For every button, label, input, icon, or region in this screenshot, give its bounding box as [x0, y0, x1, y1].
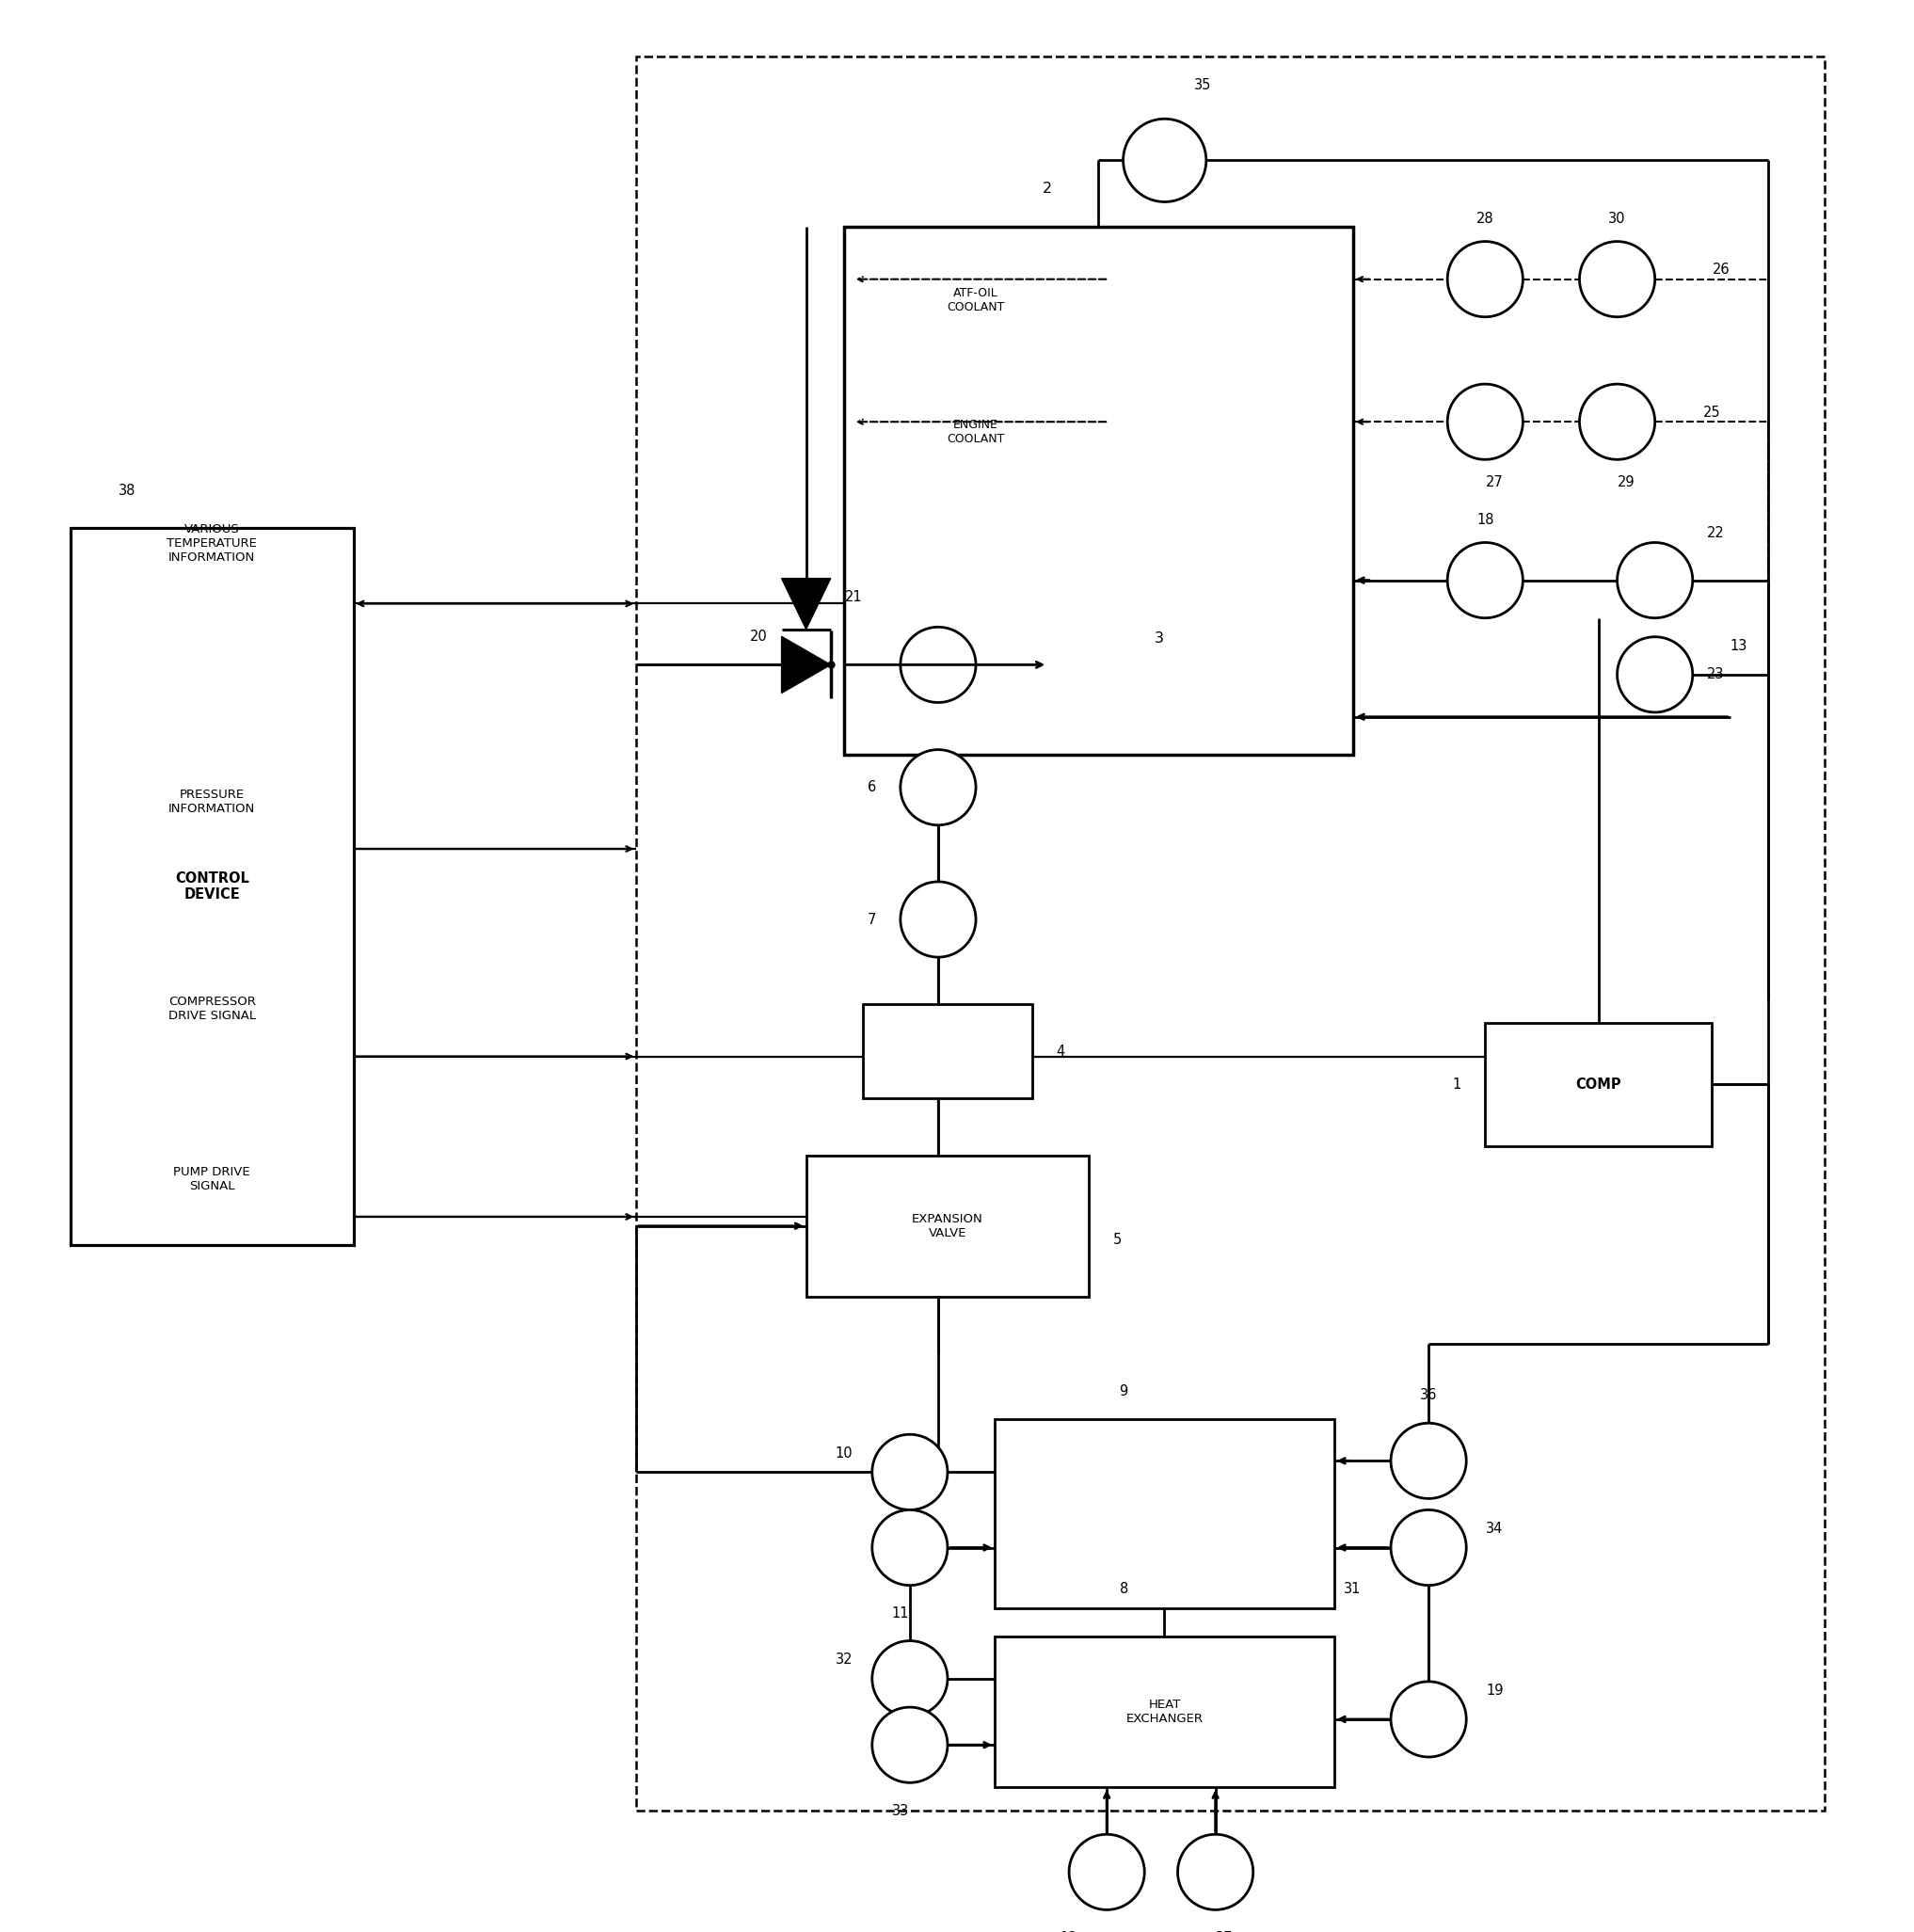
Text: 18: 18	[1476, 512, 1493, 527]
Text: EXPANSION
VALVE: EXPANSION VALVE	[911, 1213, 984, 1238]
Text: COMP: COMP	[1575, 1078, 1621, 1092]
Text: 20: 20	[750, 630, 768, 643]
Bar	[635, 56, 1824, 1810]
Circle shape	[1447, 384, 1524, 460]
Text: ENGINE
COOLANT: ENGINE COOLANT	[947, 419, 1005, 446]
Bar	[806, 1155, 1089, 1296]
Text: 9: 9	[1120, 1383, 1127, 1399]
Circle shape	[1391, 1681, 1466, 1756]
Text: 2: 2	[1043, 182, 1053, 195]
Text: 27: 27	[1485, 475, 1502, 489]
Text: VARIOUS
TEMPERATURE
INFORMATION: VARIOUS TEMPERATURE INFORMATION	[167, 524, 256, 564]
Polygon shape	[781, 578, 831, 630]
Bar	[995, 1420, 1334, 1607]
Circle shape	[1124, 120, 1206, 201]
Circle shape	[1617, 543, 1692, 618]
Text: 29: 29	[1617, 475, 1635, 489]
Text: 11: 11	[892, 1607, 909, 1621]
Circle shape	[1579, 384, 1656, 460]
Circle shape	[873, 1640, 947, 1716]
Text: 35: 35	[1194, 77, 1212, 93]
Circle shape	[1177, 1833, 1254, 1911]
Circle shape	[873, 1708, 947, 1783]
Circle shape	[1617, 638, 1692, 713]
Text: ATF-OIL
COOLANT: ATF-OIL COOLANT	[947, 288, 1005, 313]
Text: 10: 10	[835, 1447, 852, 1461]
Text: 5: 5	[1112, 1233, 1122, 1248]
Text: 21: 21	[844, 589, 861, 605]
Text: 26: 26	[1713, 263, 1730, 276]
Bar	[995, 1636, 1334, 1787]
Text: 33: 33	[892, 1804, 909, 1818]
Circle shape	[900, 628, 976, 703]
Circle shape	[1579, 242, 1656, 317]
Text: 36: 36	[1420, 1387, 1437, 1403]
Circle shape	[1070, 1833, 1145, 1911]
Bar	[863, 1005, 1032, 1099]
Text: 13: 13	[1730, 639, 1747, 653]
Circle shape	[1391, 1424, 1466, 1499]
Text: 3: 3	[1154, 632, 1164, 645]
Text: 31: 31	[1344, 1582, 1361, 1596]
Text: 34: 34	[1485, 1522, 1502, 1536]
Text: 4: 4	[1057, 1045, 1064, 1059]
Text: COMPRESSOR
DRIVE SIGNAL: COMPRESSOR DRIVE SIGNAL	[168, 997, 256, 1022]
Text: 28: 28	[1476, 213, 1495, 226]
Text: 1: 1	[1453, 1078, 1460, 1092]
Circle shape	[1447, 242, 1524, 317]
Circle shape	[1447, 543, 1524, 618]
Circle shape	[873, 1434, 947, 1511]
Text: PUMP DRIVE
SIGNAL: PUMP DRIVE SIGNAL	[174, 1165, 251, 1192]
Circle shape	[900, 881, 976, 956]
Text: 8: 8	[1120, 1582, 1127, 1596]
Text: 24: 24	[798, 578, 815, 593]
Text: PRESSURE
INFORMATION: PRESSURE INFORMATION	[168, 788, 255, 815]
Bar	[71, 527, 354, 1244]
Bar	[844, 226, 1353, 755]
Bar	[1485, 1024, 1711, 1146]
Text: 6: 6	[867, 781, 877, 794]
Text: 25: 25	[1703, 406, 1721, 419]
Text: 7: 7	[867, 912, 877, 927]
Text: 22: 22	[1707, 526, 1725, 541]
Text: 19: 19	[1485, 1685, 1502, 1698]
Text: 32: 32	[835, 1652, 852, 1667]
Text: 30: 30	[1608, 213, 1625, 226]
Polygon shape	[781, 636, 831, 694]
Text: 38: 38	[119, 483, 136, 498]
Circle shape	[873, 1511, 947, 1586]
Text: HEAT
EXCHANGER: HEAT EXCHANGER	[1125, 1698, 1204, 1725]
Circle shape	[900, 750, 976, 825]
Text: 23: 23	[1707, 668, 1725, 682]
Text: CONTROL
DEVICE: CONTROL DEVICE	[174, 871, 249, 902]
Circle shape	[1391, 1511, 1466, 1586]
